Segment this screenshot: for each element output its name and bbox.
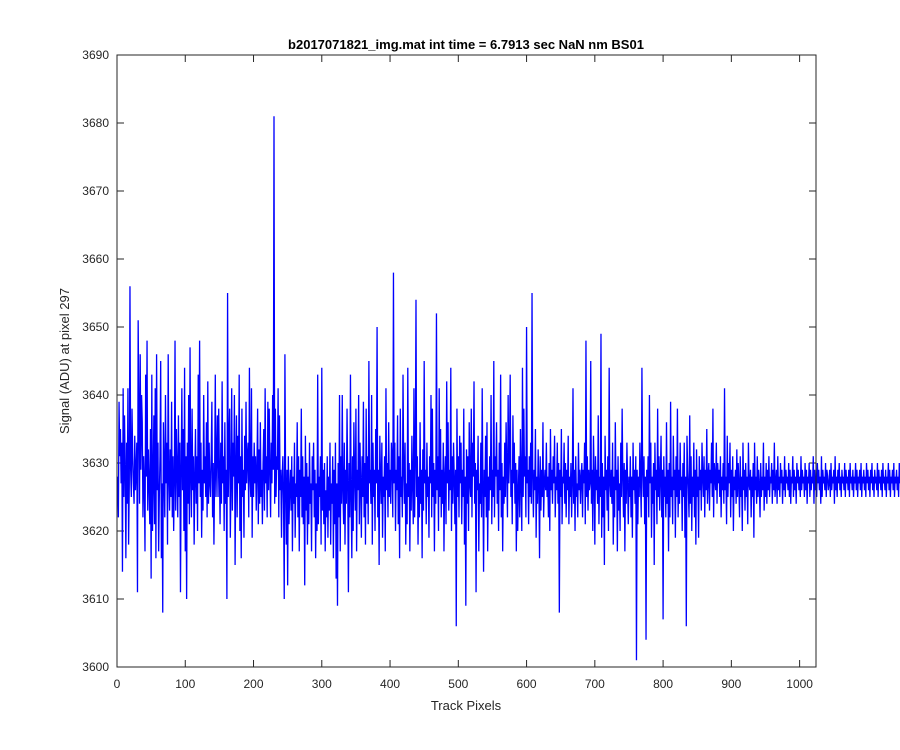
chart-title: b2017071821_img.mat int time = 6.7913 se… xyxy=(288,37,644,52)
y-axis-label: Signal (ADU) at pixel 297 xyxy=(57,288,72,434)
y-tick-label: 3630 xyxy=(82,456,109,470)
x-tick-label: 800 xyxy=(653,677,673,691)
ticks-layer: 0 100 200 300 400 500 600 700 800 900 1000 3600 3610… xyxy=(82,48,816,691)
x-axis-label: Track Pixels xyxy=(431,698,502,713)
series-line xyxy=(117,116,900,661)
y-tick-label: 3610 xyxy=(82,592,109,606)
x-tick-label: 1000 xyxy=(786,677,813,691)
x-tick-label: 100 xyxy=(175,677,195,691)
y-tick-label: 3680 xyxy=(82,116,109,130)
x-tick-label: 0 xyxy=(114,677,121,691)
y-tick-label: 3670 xyxy=(82,184,109,198)
x-tick-label: 200 xyxy=(244,677,264,691)
y-tick-label: 3690 xyxy=(82,48,109,62)
y-tick-label: 3650 xyxy=(82,320,109,334)
y-tick-label: 3640 xyxy=(82,388,109,402)
x-tick-label: 400 xyxy=(380,677,400,691)
y-tick-label: 3620 xyxy=(82,524,109,538)
x-tick-label: 500 xyxy=(448,677,468,691)
series-layer xyxy=(117,116,900,661)
axes-box xyxy=(116,54,817,668)
x-tick-label: 900 xyxy=(721,677,741,691)
x-tick-label: 700 xyxy=(585,677,605,691)
x-tick-label: 300 xyxy=(312,677,332,691)
y-tick-label: 3600 xyxy=(82,660,109,674)
y-tick-label: 3660 xyxy=(82,252,109,266)
x-tick-label: 600 xyxy=(517,677,537,691)
